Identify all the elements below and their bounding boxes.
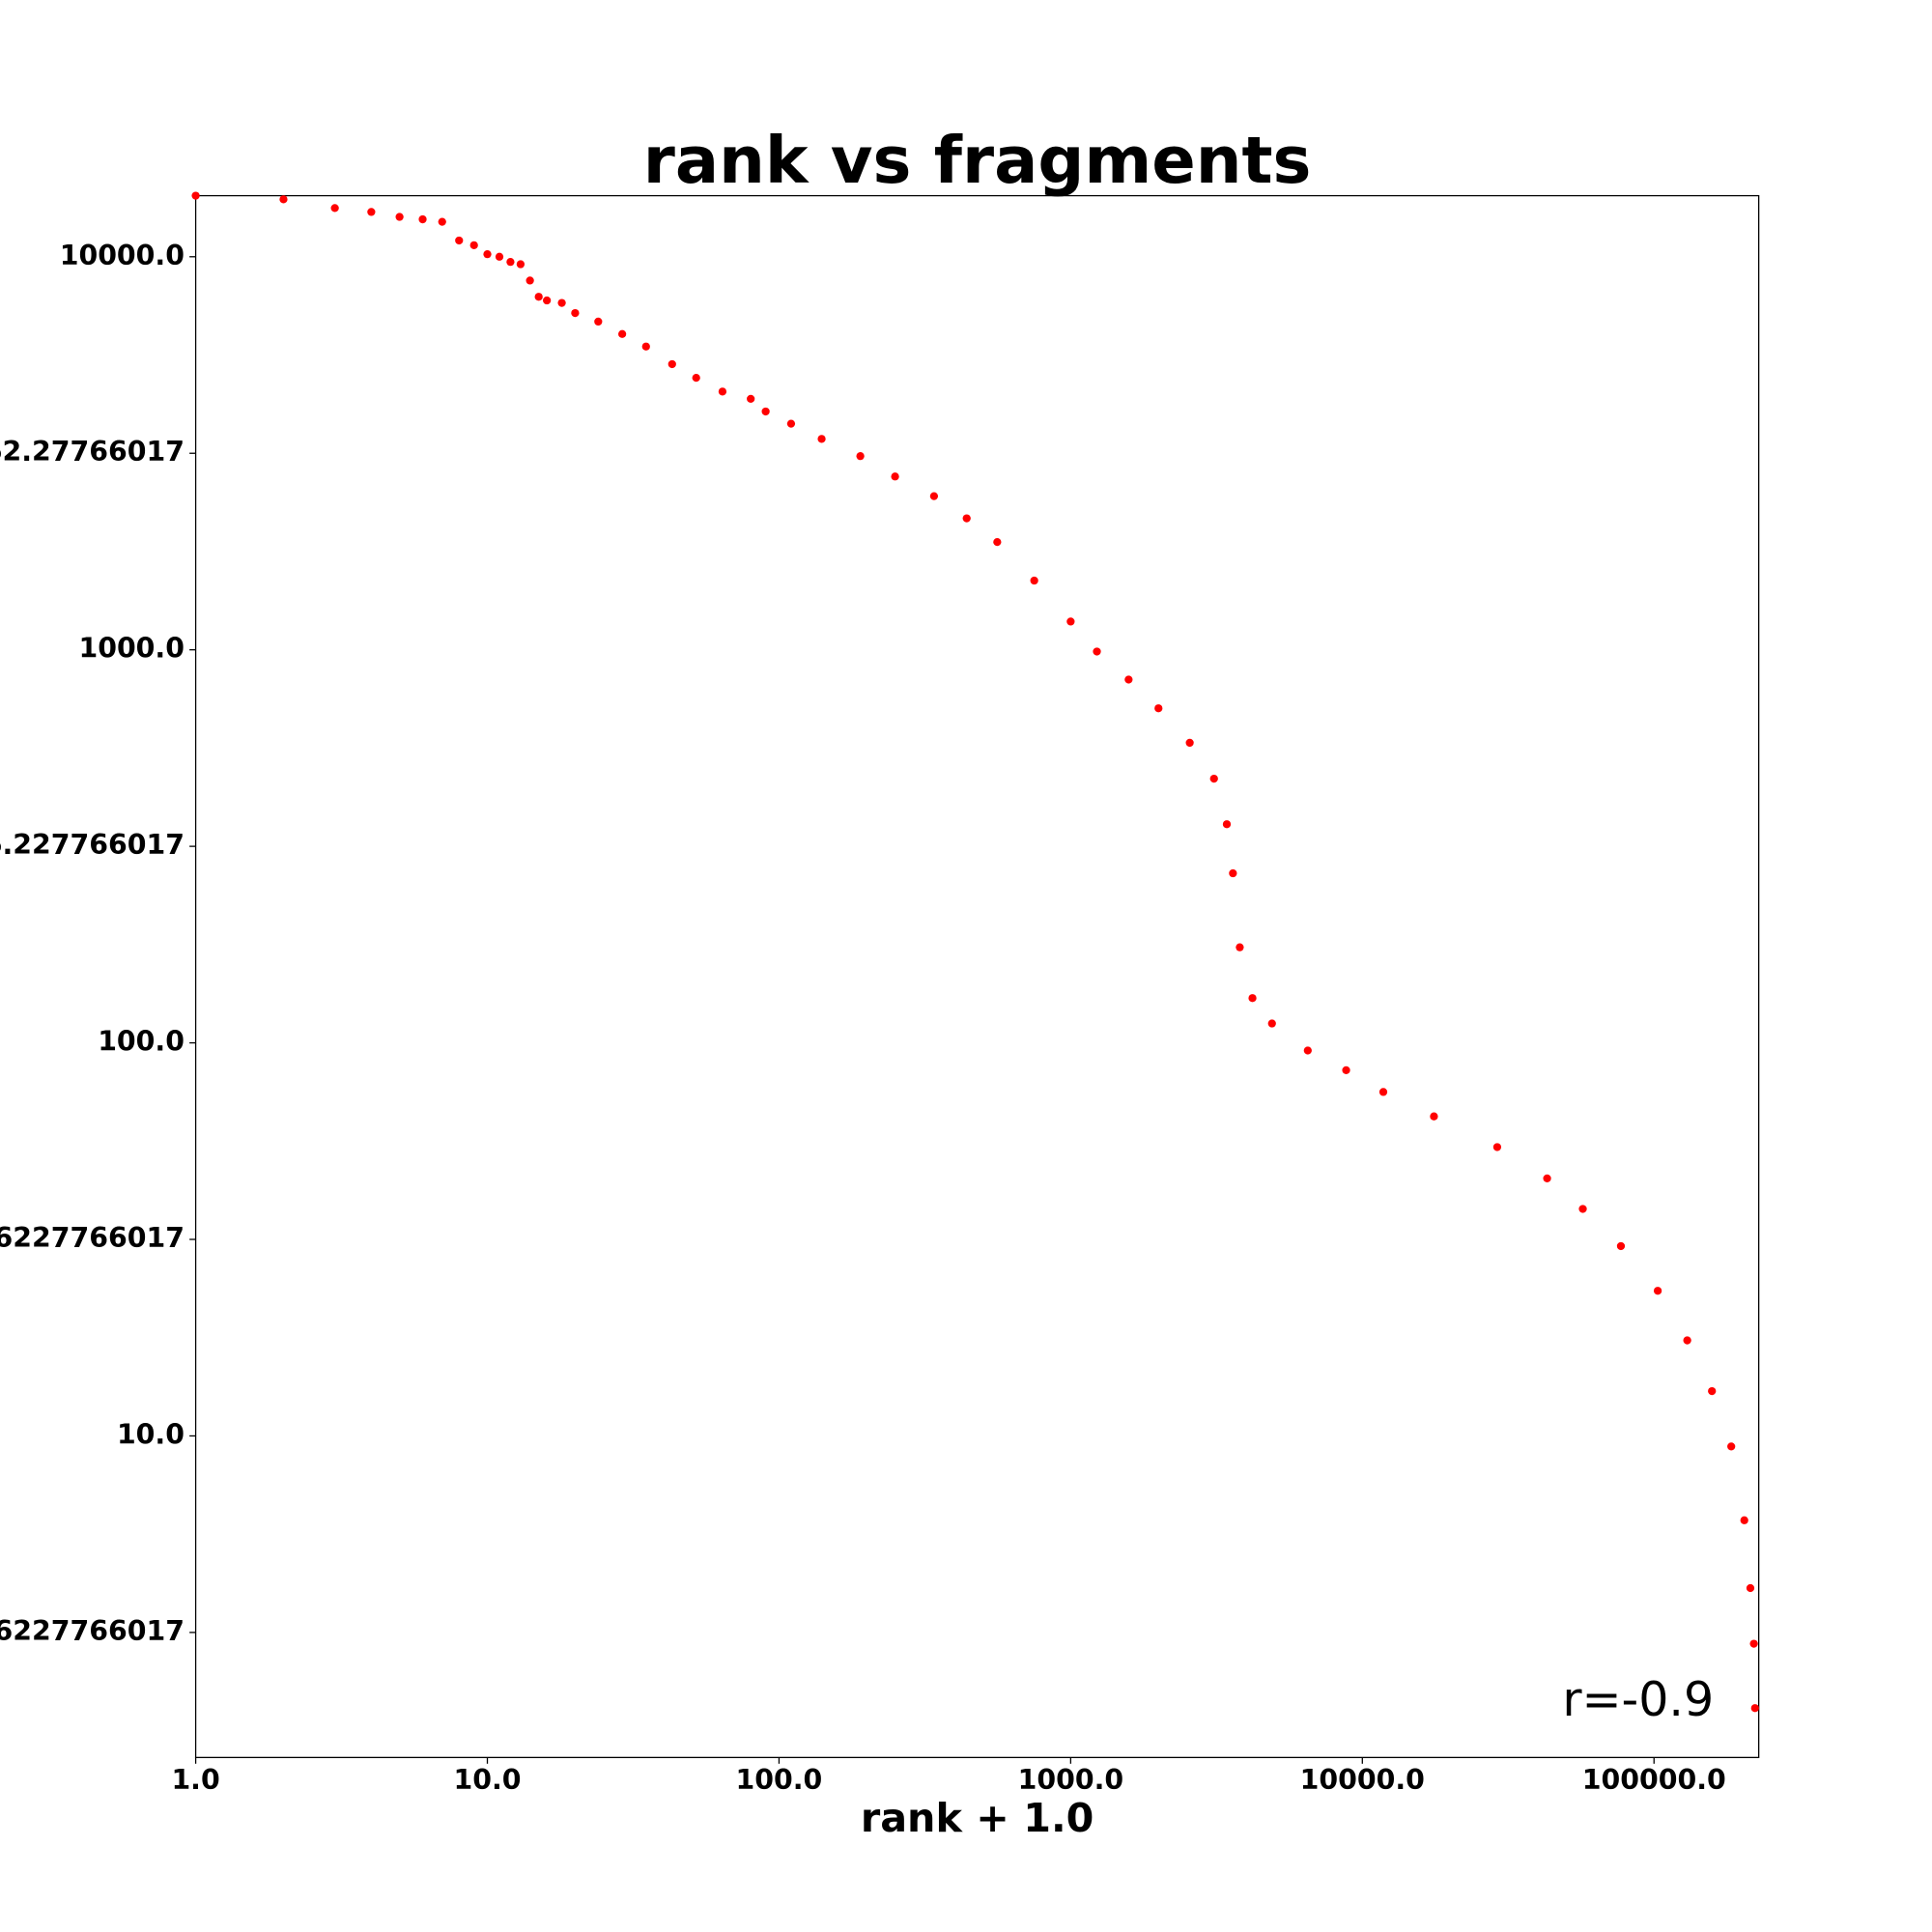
x-tick-label: 100.0 xyxy=(736,1764,823,1796)
point xyxy=(1236,943,1244,952)
point xyxy=(367,208,376,216)
point xyxy=(962,514,971,523)
point xyxy=(1378,1088,1388,1096)
x-tick-label: 10000.0 xyxy=(1300,1764,1425,1796)
y-tick-label: 3162.27766017 xyxy=(0,436,185,468)
point xyxy=(1653,1287,1662,1295)
point xyxy=(495,252,504,261)
point xyxy=(506,258,515,267)
x-tick-label: 10.0 xyxy=(454,1764,522,1796)
y-tick-label: 1000.0 xyxy=(78,633,184,665)
point xyxy=(1209,774,1218,783)
point xyxy=(1093,647,1101,656)
point xyxy=(1430,1112,1438,1121)
point xyxy=(526,276,534,285)
point xyxy=(1750,1704,1759,1713)
plot-frame xyxy=(194,194,1760,1758)
point xyxy=(1124,675,1133,684)
point xyxy=(718,387,727,396)
point xyxy=(641,342,650,351)
point xyxy=(1248,994,1257,1003)
annotation: r=-0.9 xyxy=(1562,1671,1714,1727)
point xyxy=(543,296,552,305)
y-tick-label: 316.227766017 xyxy=(0,829,185,861)
point xyxy=(1222,820,1232,829)
x-tick-label: 1000.0 xyxy=(1018,1764,1124,1796)
point xyxy=(1727,1442,1736,1451)
point xyxy=(534,293,543,301)
chart-title: rank vs fragments xyxy=(643,123,1312,198)
point xyxy=(1229,868,1237,878)
point xyxy=(483,250,492,259)
point xyxy=(571,308,580,318)
point xyxy=(761,407,770,416)
point xyxy=(279,195,288,204)
x-tick-label: 100000.0 xyxy=(1582,1764,1726,1796)
point xyxy=(1185,738,1194,748)
point xyxy=(617,329,627,338)
point xyxy=(1578,1205,1587,1213)
point xyxy=(330,204,339,213)
x-axis-label: rank + 1.0 xyxy=(861,1795,1094,1841)
y-tick-label: 3.16227766017 xyxy=(0,1615,185,1647)
point xyxy=(817,435,826,443)
x-tick-label: 1.0 xyxy=(171,1764,219,1796)
point xyxy=(891,472,899,481)
point xyxy=(1746,1583,1755,1593)
point xyxy=(993,537,1002,547)
point xyxy=(516,260,526,269)
point xyxy=(1342,1065,1350,1074)
point xyxy=(455,236,464,245)
point xyxy=(1616,1241,1626,1251)
point xyxy=(929,492,939,500)
point xyxy=(1708,1386,1717,1396)
point xyxy=(469,241,478,249)
point xyxy=(1740,1516,1748,1524)
point xyxy=(1543,1174,1551,1183)
point xyxy=(557,298,566,307)
point xyxy=(191,191,200,200)
y-tick-label: 10000.0 xyxy=(60,240,185,271)
point xyxy=(1749,1639,1758,1648)
point xyxy=(395,213,404,221)
point xyxy=(594,317,603,327)
point xyxy=(418,214,427,224)
point xyxy=(668,359,676,369)
y-tick-label: 10.0 xyxy=(117,1418,185,1450)
point xyxy=(1030,576,1038,585)
point xyxy=(1066,617,1075,626)
point xyxy=(856,452,865,461)
y-tick-label: 31.6227766017 xyxy=(0,1222,185,1254)
point xyxy=(1267,1019,1276,1028)
point xyxy=(438,217,446,226)
y-tick-label: 100.0 xyxy=(98,1026,185,1058)
point xyxy=(1683,1336,1691,1345)
point xyxy=(1154,704,1163,713)
point xyxy=(692,373,700,383)
point xyxy=(747,394,755,404)
point xyxy=(1492,1143,1502,1151)
point xyxy=(786,419,796,428)
point xyxy=(1303,1046,1312,1055)
